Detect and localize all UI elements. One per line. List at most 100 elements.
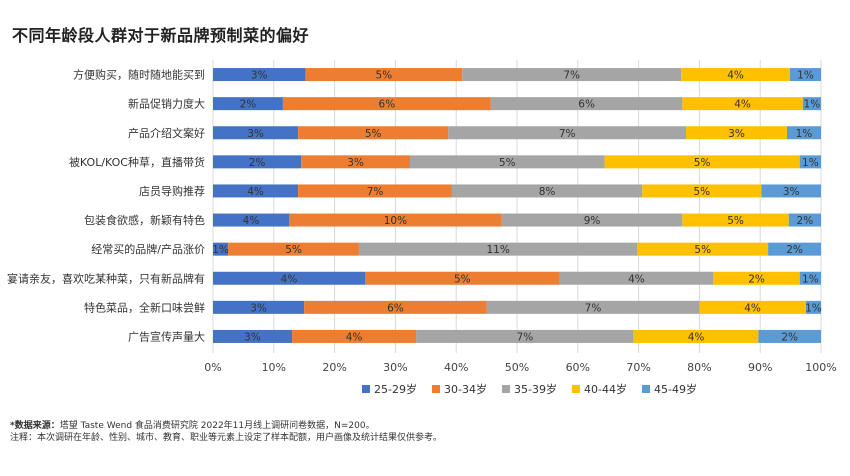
bar-segment xyxy=(304,300,487,314)
category-label: 方便购买，随时随地能买到 xyxy=(73,68,205,82)
category-label: 宴请亲友，喜欢吃某种菜，只有新品牌有 xyxy=(7,271,205,285)
bar-segment xyxy=(289,213,502,227)
data-label: 7% xyxy=(367,186,384,198)
bar-segment xyxy=(682,213,789,227)
bar-segment xyxy=(604,155,800,169)
bar-segment xyxy=(213,300,305,314)
data-label: 3% xyxy=(728,128,745,140)
bar-segment xyxy=(213,242,229,256)
legend-swatch xyxy=(502,385,510,393)
bar-segment xyxy=(642,184,762,198)
footnotes: *数据来源：塔望 Taste Wend 食品消费研究院 2022年11月线上调研… xyxy=(10,420,442,444)
data-label: 3% xyxy=(783,186,800,198)
x-tick-label: 90% xyxy=(748,361,772,374)
x-tick-label: 10% xyxy=(262,361,286,374)
chart-title: 不同年龄段人群对于新品牌预制菜的偏好 xyxy=(12,26,310,45)
data-label: 1% xyxy=(802,157,819,169)
data-label: 4% xyxy=(628,273,645,285)
data-label: 6% xyxy=(387,302,404,314)
bar-segment xyxy=(213,155,302,169)
bar-segment xyxy=(305,68,463,82)
category-label: 经常买的品牌/产品涨价 xyxy=(91,242,205,256)
data-label: 5% xyxy=(694,157,711,169)
legend-label: 25-29岁 xyxy=(374,382,417,396)
data-label: 5% xyxy=(693,186,710,198)
data-label: 7% xyxy=(585,302,602,314)
bar-segment xyxy=(699,300,806,314)
bar-segment xyxy=(301,155,410,169)
note-line: 注释：本次调研在年龄、性别、城市、教育、职业等元素上设定了样本配额，用户画像及统… xyxy=(10,433,443,443)
bar-segment xyxy=(786,126,821,140)
bar-segment xyxy=(213,213,289,227)
legend-swatch xyxy=(642,385,650,393)
bar-segment xyxy=(637,242,769,256)
data-label: 1% xyxy=(212,244,229,256)
bar-segment xyxy=(298,184,452,198)
bar-segment xyxy=(213,97,283,111)
bar-segment xyxy=(213,329,293,343)
data-label: 5% xyxy=(499,157,516,169)
data-label: 3% xyxy=(244,331,261,343)
category-label: 产品介绍文案好 xyxy=(128,126,205,140)
bar-segment xyxy=(559,271,714,285)
category-label: 新品促销力度大 xyxy=(128,97,205,111)
bar-segment xyxy=(486,300,700,314)
data-label: 3% xyxy=(247,128,264,140)
data-label: 1% xyxy=(805,302,822,314)
category-label: 广告宣传声量大 xyxy=(128,329,205,343)
category-label: 特色菜品，全新口味尝鲜 xyxy=(84,300,205,314)
bar-segment xyxy=(409,155,605,169)
bar-segment xyxy=(501,213,683,227)
data-label: 6% xyxy=(379,99,396,111)
data-label: 5% xyxy=(365,128,382,140)
category-label: 店员导购推荐 xyxy=(139,184,205,198)
source-label: *数据来源： xyxy=(10,421,60,431)
data-label: 2% xyxy=(249,157,266,169)
bar-segment xyxy=(761,184,821,198)
bar-segment xyxy=(799,155,821,169)
data-label: 5% xyxy=(454,273,471,285)
data-label: 4% xyxy=(346,331,363,343)
data-label: 4% xyxy=(727,70,744,82)
data-label: 2% xyxy=(786,244,803,256)
data-label: 1% xyxy=(804,99,821,111)
bar-segment xyxy=(802,97,821,111)
bar-segment xyxy=(448,126,687,140)
data-label: 11% xyxy=(486,244,509,256)
data-label: 1% xyxy=(796,128,813,140)
data-label: 1% xyxy=(802,273,819,285)
legend-swatch xyxy=(572,385,580,393)
data-label: 5% xyxy=(694,244,711,256)
bar-segment xyxy=(686,126,787,140)
bar-segment xyxy=(768,242,821,256)
data-label: 2% xyxy=(748,273,765,285)
data-label: 3% xyxy=(250,302,267,314)
bar-segment xyxy=(451,184,643,198)
x-tick-label: 100% xyxy=(805,361,836,374)
data-label: 8% xyxy=(539,186,556,198)
bar-segment xyxy=(228,242,359,256)
legend-label: 40-44岁 xyxy=(584,382,627,396)
data-label: 4% xyxy=(734,99,751,111)
data-label: 2% xyxy=(797,215,814,227)
data-label: 3% xyxy=(251,70,268,82)
bar-segment xyxy=(681,68,790,82)
bar-segment xyxy=(213,126,299,140)
bar-segment xyxy=(788,213,821,227)
category-label: 包装食欲感，新颖有特色 xyxy=(84,213,205,227)
source-text: 塔望 Taste Wend 食品消费研究院 2022年11月线上调研问卷数据，N… xyxy=(59,421,375,431)
data-label: 10% xyxy=(384,215,407,227)
data-label: 7% xyxy=(517,331,534,343)
bar-segment xyxy=(358,242,638,256)
data-label: 2% xyxy=(781,331,798,343)
bar-segment xyxy=(799,271,821,285)
data-label: 7% xyxy=(559,128,576,140)
data-label: 3% xyxy=(347,157,364,169)
data-label: 5% xyxy=(376,70,393,82)
bar-segment xyxy=(298,126,449,140)
x-tick-label: 50% xyxy=(505,361,529,374)
data-label: 5% xyxy=(285,244,302,256)
category-label: 被KOL/KOC种草，直播带货 xyxy=(69,155,205,169)
bar-segment xyxy=(682,97,803,111)
